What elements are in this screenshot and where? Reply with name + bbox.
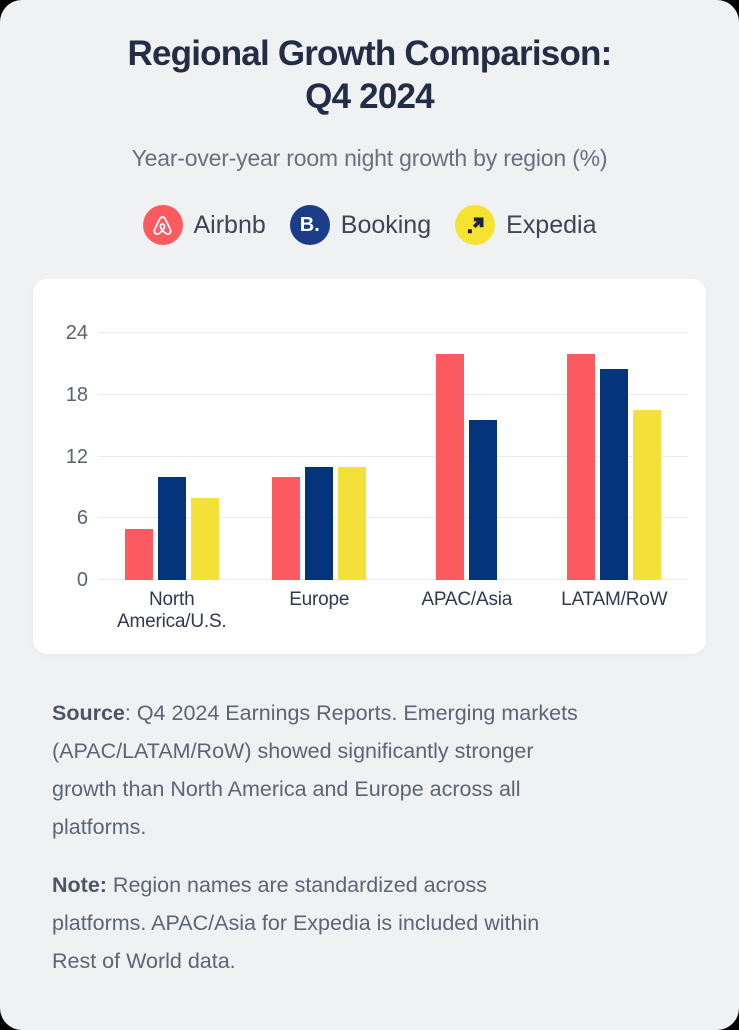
source-note: Source: Q4 2024 Earnings Reports. Emergi…	[52, 694, 695, 846]
bar-airbnb-0	[124, 528, 153, 580]
source-text: : Q4 2024 Earnings Reports. Emerging mar…	[52, 701, 578, 839]
bar-group-3	[541, 333, 689, 580]
gridline-y-0	[98, 579, 688, 580]
gridline-y-6	[98, 517, 688, 519]
legend-label-expedia: Expedia	[506, 210, 597, 239]
title-line-1: Regional Growth Comparison:	[127, 34, 613, 73]
gridline-y-24	[98, 332, 688, 333]
x-category-label-0: North America/U.S.	[116, 589, 227, 632]
legend-label-airbnb: Airbnb	[193, 210, 266, 239]
bar-airbnb-1	[272, 477, 301, 580]
gridline-y-12	[98, 455, 688, 457]
x-axis-labels: North America/U.S. Europe APAC/Asia LATAM/R…	[98, 589, 688, 633]
bar-group-2	[393, 333, 541, 580]
page-subtitle: Year-over-year room night growth by regi…	[131, 145, 608, 171]
plot-area: 0 6 12 18 24	[66, 323, 688, 590]
airbnb-logo-icon	[142, 205, 183, 245]
gridline-y-18	[98, 393, 688, 395]
bar-group-0	[98, 333, 246, 580]
region-note: Note: Region names are standardized acro…	[52, 866, 695, 980]
y-tick-label-24: 24	[65, 322, 88, 344]
bar-expedia-3	[633, 410, 662, 580]
source-label: Source	[52, 701, 125, 725]
footer-notes: Source: Q4 2024 Earnings Reports. Emergi…	[52, 694, 695, 980]
y-tick-label-6: 6	[76, 507, 88, 530]
note-label: Note:	[52, 873, 107, 897]
legend-item-airbnb: Airbnb	[142, 205, 266, 245]
chart-card: 0 6 12 18 24 North America/U.S. Europe APAC/As…	[33, 279, 706, 654]
note-text: Region names are standardized across pla…	[52, 873, 540, 973]
page-title: Regional Growth Comparison: Q4 2024	[20, 32, 719, 118]
chart-legend: Airbnb B. Booking Expedia	[0, 205, 739, 245]
x-category-label-1: Europe	[289, 589, 350, 610]
expedia-logo-icon	[455, 205, 496, 245]
y-tick-label-12: 12	[65, 445, 88, 468]
bar-airbnb-3	[567, 353, 596, 580]
x-category-label-3: LATAM/RoW	[561, 589, 668, 610]
title-line-2: Q4 2024	[305, 77, 434, 116]
bar-group-1	[246, 333, 394, 580]
y-tick-label-18: 18	[65, 383, 88, 406]
bar-booking-1	[305, 466, 334, 580]
booking-monogram: B.	[299, 213, 320, 236]
bar-booking-3	[600, 369, 629, 580]
bar-expedia-0	[190, 497, 219, 580]
bar-expedia-1	[338, 466, 367, 580]
bar-booking-2	[469, 420, 498, 580]
bar-airbnb-2	[436, 353, 465, 580]
bar-booking-0	[157, 477, 186, 580]
x-category-label-2: APAC/Asia	[421, 589, 513, 610]
legend-item-expedia: Expedia	[455, 205, 596, 245]
booking-logo-icon: B.	[289, 205, 330, 245]
y-tick-label-0: 0	[76, 569, 88, 591]
bar-groups	[98, 333, 688, 580]
legend-label-booking: Booking	[340, 210, 432, 239]
legend-item-booking: B. Booking	[289, 205, 432, 245]
